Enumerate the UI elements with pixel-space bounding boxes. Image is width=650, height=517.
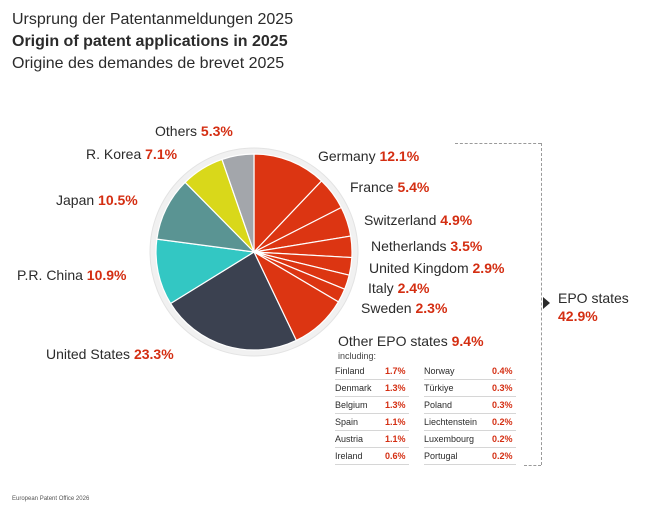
label-pct: 5.3% (200, 123, 233, 139)
country-name: Türkiye (424, 383, 454, 393)
country-name: Luxembourg (424, 434, 475, 444)
including-label: including: (338, 351, 377, 361)
label-sweden: Sweden 2.3% (361, 300, 447, 316)
label-switzerland: Switzerland 4.9% (364, 212, 472, 228)
label-italy: Italy 2.4% (368, 280, 430, 296)
table-row: Türkiye 0.3% (424, 380, 516, 397)
pie-slice-united-states (169, 251, 298, 351)
label-pct: 2.4% (397, 280, 430, 296)
country-name: Liechtenstein (424, 417, 478, 427)
country-name: Austria (335, 434, 364, 444)
pie-slice-germany (253, 153, 323, 254)
label-pct: 10.9% (86, 267, 127, 283)
label-name: Italy (368, 280, 394, 296)
country-pct: 0.2% (492, 434, 513, 444)
label-name: United States (46, 346, 131, 362)
label-name: Other EPO states (338, 333, 448, 349)
label-pct: 7.1% (145, 146, 178, 162)
label-pct: 12.1% (379, 148, 420, 164)
label-pct: 9.4% (451, 333, 484, 349)
bracket-bottom-line (524, 465, 541, 466)
table-row: Norway 0.4% (424, 363, 516, 380)
label-united-kingdom: United Kingdom 2.9% (369, 260, 504, 276)
table-row: Spain 1.1% (335, 414, 409, 431)
label-france: France 5.4% (350, 179, 429, 195)
country-pct: 0.6% (385, 451, 406, 461)
table-row: Denmark 1.3% (335, 380, 409, 397)
country-name: Portugal (424, 451, 458, 461)
pie-slice-others (221, 153, 255, 253)
bracket-vertical-line (541, 143, 542, 465)
chart-titles: Ursprung der Patentanmeldungen 2025 Orig… (12, 9, 293, 75)
label-netherlands: Netherlands 3.5% (371, 238, 482, 254)
table-row: Austria 1.1% (335, 431, 409, 448)
breakdown-table-right: Norway 0.4% Türkiye 0.3% Poland 0.3% Liechtens… (424, 363, 516, 465)
label-others: Others 5.3% (155, 123, 233, 139)
country-pct: 0.2% (492, 451, 513, 461)
title-french: Origine des demandes de brevet 2025 (12, 55, 285, 72)
label-united-states: United States 23.3% (46, 346, 174, 362)
label-pct: 5.4% (397, 179, 430, 195)
label-germany: Germany 12.1% (318, 148, 419, 164)
group-pct: 42.9% (558, 308, 598, 324)
title-english: Origin of patent applications in 2025 (12, 33, 288, 50)
country-pct: 1.1% (385, 434, 406, 444)
label-name: France (350, 179, 394, 195)
label-pct: 23.3% (133, 346, 174, 362)
label-name: Netherlands (371, 238, 447, 254)
table-row: Poland 0.3% (424, 397, 516, 414)
country-pct: 0.2% (492, 417, 513, 427)
label-japan: Japan 10.5% (56, 192, 138, 208)
label-other-epo-states: Other EPO states 9.4% (338, 333, 484, 349)
pie-slice-p-r-china (155, 238, 256, 305)
country-name: Poland (424, 400, 453, 410)
country-name: Denmark (335, 383, 372, 393)
table-row: Portugal 0.2% (424, 448, 516, 465)
table-row: Ireland 0.6% (335, 448, 409, 465)
label-name: Germany (318, 148, 376, 164)
country-name: Finland (335, 366, 365, 376)
table-row: Luxembourg 0.2% (424, 431, 516, 448)
label-pct: 10.5% (98, 192, 138, 208)
country-pct: 1.3% (385, 383, 406, 393)
country-name: Spain (335, 417, 359, 427)
country-pct: 1.3% (385, 400, 406, 410)
country-name: Norway (424, 366, 455, 376)
group-name: EPO states (558, 290, 629, 306)
label-name: Switzerland (364, 212, 437, 228)
footer-source: European Patent Office 2026 (12, 496, 90, 502)
label-name: Sweden (361, 300, 412, 316)
label-epo-states-total: EPO states 42.9% (558, 289, 629, 325)
label-pct: 2.9% (472, 260, 505, 276)
triangle-arrow-icon (543, 297, 550, 309)
country-pct: 0.4% (492, 366, 513, 376)
label-r-korea: R. Korea 7.1% (86, 146, 177, 162)
table-row: Belgium 1.3% (335, 397, 409, 414)
breakdown-table-left: Finland 1.7% Denmark 1.3% Belgium 1.3% Spain 1.… (335, 363, 409, 465)
label-pct: 4.9% (440, 212, 473, 228)
country-pct: 0.3% (492, 383, 513, 393)
label-pct: 2.3% (415, 300, 448, 316)
bracket-top-line (455, 143, 541, 144)
label-pr-china: P.R. China 10.9% (17, 267, 127, 283)
label-name: P.R. China (17, 267, 83, 283)
country-name: Belgium (335, 400, 368, 410)
label-name: R. Korea (86, 146, 142, 162)
title-german: Ursprung der Patentanmeldungen 2025 (12, 11, 294, 28)
country-name: Ireland (335, 451, 363, 461)
country-pct: 0.3% (492, 400, 513, 410)
label-name: United Kingdom (369, 260, 469, 276)
table-row: Finland 1.7% (335, 363, 409, 380)
country-pct: 1.7% (385, 366, 406, 376)
country-pct: 1.1% (385, 417, 406, 427)
table-row: Liechtenstein 0.2% (424, 414, 516, 431)
label-name: Others (155, 123, 198, 139)
label-pct: 3.5% (450, 238, 483, 254)
label-name: Japan (56, 192, 95, 208)
